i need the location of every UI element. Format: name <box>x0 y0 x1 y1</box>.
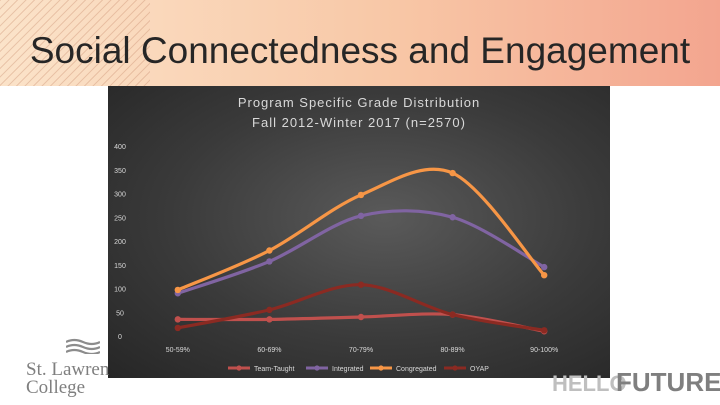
data-point-integrated <box>266 258 273 265</box>
y-tick-label: 0 <box>118 334 122 341</box>
line-chart: Program Specific Grade Distribution Fall … <box>114 95 558 373</box>
college-logo: St. Lawren College <box>26 338 126 402</box>
legend-label-team-taught: Team-Taught <box>254 366 295 373</box>
legend-marker-team-taught <box>236 365 242 371</box>
data-point-oyap <box>541 327 548 334</box>
data-point-oyap <box>174 324 181 332</box>
y-tick-label: 200 <box>114 239 126 246</box>
logo-hello-text: HELLO <box>552 371 627 396</box>
legend-label-integrated: Integrated <box>332 366 364 373</box>
legend-marker-congregated <box>378 365 384 371</box>
series-line-congregated <box>176 167 546 292</box>
data-point-oyap <box>449 311 456 318</box>
chart-title: Program Specific Grade Distribution <box>238 95 480 110</box>
series-line-integrated <box>176 209 546 295</box>
y-tick-label: 350 <box>114 168 126 175</box>
hello-future-logo: HELLO FUTURE <box>552 360 720 400</box>
data-point-integrated <box>449 214 456 221</box>
logo-line-2: College <box>26 377 86 398</box>
x-tick-label: 60-69% <box>257 347 281 354</box>
y-tick-label: 100 <box>114 287 126 294</box>
wave-icon <box>66 338 100 354</box>
data-point-team-taught <box>357 313 365 321</box>
x-tick-label: 90-100% <box>530 347 558 354</box>
data-point-oyap <box>357 281 365 288</box>
slide-title: Social Connectedness and Engagement <box>29 30 691 71</box>
data-point-integrated <box>357 212 365 220</box>
logo-future-text: FUTURE <box>616 367 720 397</box>
series-line-oyap <box>176 283 546 332</box>
data-point-oyap <box>266 306 273 314</box>
logo-line-1: St. Lawren <box>26 359 110 380</box>
x-tick-label: 80-89% <box>441 347 465 354</box>
y-tick-label: 250 <box>114 215 126 222</box>
title-banner: Social Connectedness and Engagement <box>0 0 720 86</box>
data-point-congregated <box>541 272 548 279</box>
x-tick-label: 70-79% <box>349 347 373 354</box>
y-tick-label: 400 <box>114 144 126 151</box>
data-point-congregated <box>357 191 365 199</box>
data-point-integrated <box>541 263 548 271</box>
data-point-congregated <box>449 169 456 177</box>
chart-subtitle: Fall 2012-Winter 2017 (n=2570) <box>252 115 466 130</box>
hatch-pattern <box>0 0 150 86</box>
legend-marker-integrated <box>314 365 320 371</box>
y-tick-label: 50 <box>116 310 124 317</box>
legend-marker-oyap <box>452 365 458 371</box>
x-tick-label: 50-59% <box>166 347 190 354</box>
legend-label-oyap: OYAP <box>470 366 489 373</box>
chart-panel: Program Specific Grade Distribution Fall … <box>108 86 610 378</box>
data-point-team-taught <box>174 316 181 323</box>
data-point-congregated <box>174 286 181 294</box>
y-tick-label: 300 <box>114 192 126 199</box>
data-point-team-taught <box>266 316 273 323</box>
y-tick-label: 150 <box>114 263 126 270</box>
legend-label-congregated: Congregated <box>396 366 437 373</box>
data-point-congregated <box>266 247 273 254</box>
